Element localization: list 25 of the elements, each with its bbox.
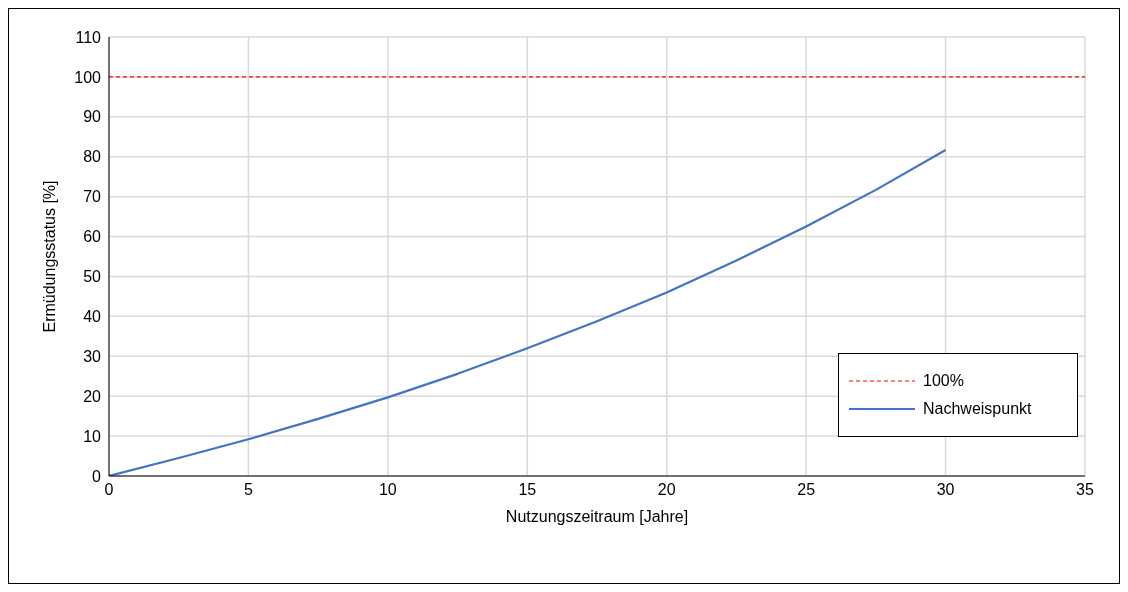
- x-tick-label: 25: [797, 481, 816, 499]
- legend-label: Nachweispunkt: [923, 400, 1032, 418]
- x-tick-label: 15: [518, 481, 537, 499]
- x-axis-title: Nutzungszeitraum [Jahre]: [505, 508, 689, 525]
- x-tick-label: 35: [1076, 481, 1094, 499]
- y-tick-label: 0: [92, 467, 102, 485]
- y-tick-label: 30: [83, 347, 102, 365]
- y-axis-title: Ermüdungsstatus [%]: [40, 180, 58, 333]
- y-tick-label: 90: [83, 108, 102, 126]
- y-tick-label: 80: [83, 148, 102, 166]
- legend-label: 100%: [923, 372, 964, 390]
- y-tick-label: 40: [83, 308, 102, 326]
- x-tick-label: 5: [243, 481, 253, 499]
- y-tick-label: 50: [83, 268, 102, 286]
- y-tick-label: 100: [74, 68, 102, 86]
- x-tick-label: 0: [104, 481, 114, 499]
- y-tick-label: 10: [83, 427, 102, 445]
- y-tick-label: 70: [83, 188, 102, 206]
- chart-frame: 0 5 10 15 20 25 30 35 Nutzungszeitraum [Jahre] 0 10 20 30 40 50 60 70 80 90 100 110 Ermüdungsstatus [%] 100% Nachweispunkt: [8, 8, 1120, 584]
- x-tick-label: 20: [657, 481, 676, 499]
- y-tick-label: 20: [83, 387, 102, 405]
- y-tick-label: 110: [75, 28, 102, 46]
- x-tick-label: 10: [378, 481, 397, 499]
- x-tick-label: 30: [936, 481, 955, 499]
- y-tick-label: 60: [83, 228, 102, 246]
